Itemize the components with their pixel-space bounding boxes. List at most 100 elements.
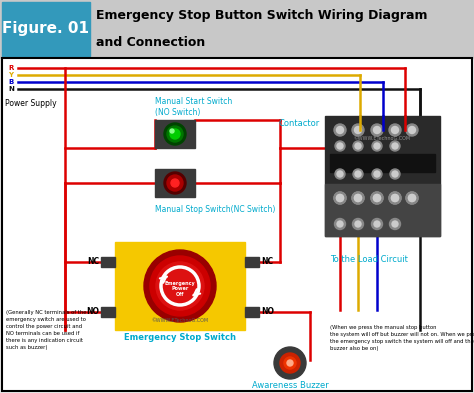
Circle shape (406, 192, 418, 204)
Circle shape (353, 141, 363, 151)
Bar (115, 242, 245, 330)
Text: ©WWW.ETechnoG.COM: ©WWW.ETechnoG.COM (354, 136, 410, 141)
Circle shape (389, 192, 401, 204)
Bar (101, 257, 115, 267)
Circle shape (374, 127, 381, 134)
Circle shape (374, 171, 380, 177)
Circle shape (374, 143, 380, 149)
Circle shape (372, 169, 382, 179)
Text: Y: Y (8, 72, 13, 78)
Circle shape (374, 221, 380, 227)
Text: Emergency
Power
Off: Emergency Power Off (164, 281, 195, 297)
Circle shape (355, 195, 362, 202)
Circle shape (337, 195, 344, 202)
Text: (Generally NC terminals of the
emergency switch are used to
control the power ci: (Generally NC terminals of the emergency… (6, 310, 86, 350)
Circle shape (337, 195, 344, 202)
Bar (2, 58, 472, 391)
Circle shape (406, 192, 418, 204)
Circle shape (280, 353, 300, 373)
Circle shape (334, 192, 346, 204)
Text: R: R (8, 65, 13, 71)
Text: Emergency Stop Switch: Emergency Stop Switch (124, 334, 236, 343)
Circle shape (167, 175, 183, 191)
Circle shape (284, 357, 296, 369)
Circle shape (156, 262, 204, 310)
Bar (2, 58, 472, 391)
Circle shape (170, 129, 180, 139)
Circle shape (335, 169, 345, 179)
Circle shape (167, 126, 183, 142)
Circle shape (392, 195, 399, 202)
Circle shape (335, 141, 345, 151)
Circle shape (144, 250, 216, 322)
Text: ©WWW.ETechnoG.COM: ©WWW.ETechnoG.COM (151, 318, 209, 323)
Bar (2, 2, 90, 56)
Bar (155, 120, 195, 148)
Circle shape (164, 123, 186, 145)
Text: NC: NC (87, 257, 99, 266)
Circle shape (392, 127, 399, 134)
Bar (155, 169, 195, 197)
Circle shape (374, 195, 381, 202)
Circle shape (406, 124, 418, 136)
Circle shape (337, 171, 343, 177)
Bar (0, 0, 474, 58)
Text: NC: NC (261, 257, 273, 266)
Circle shape (409, 195, 416, 202)
Circle shape (371, 124, 383, 136)
Circle shape (392, 221, 398, 227)
Text: Power Supply: Power Supply (5, 99, 56, 108)
Text: NO: NO (86, 307, 99, 316)
Circle shape (390, 169, 400, 179)
Text: Awareness Buzzer: Awareness Buzzer (252, 380, 328, 389)
Circle shape (171, 179, 179, 187)
Circle shape (372, 219, 383, 230)
Circle shape (392, 143, 398, 149)
Circle shape (334, 124, 346, 136)
Text: Emergency Stop Button Switch Wiring Diagram: Emergency Stop Button Switch Wiring Diag… (96, 9, 428, 22)
Text: Figure. 01: Figure. 01 (2, 22, 90, 37)
Circle shape (409, 195, 416, 202)
Bar (325, 184, 440, 236)
Circle shape (335, 219, 346, 230)
Circle shape (372, 141, 382, 151)
Bar (245, 257, 259, 267)
Circle shape (355, 127, 362, 134)
Circle shape (352, 192, 364, 204)
Circle shape (150, 256, 210, 316)
Circle shape (337, 221, 343, 227)
Circle shape (334, 192, 346, 204)
Text: To the Load Circuit: To the Load Circuit (330, 255, 408, 264)
Circle shape (409, 127, 416, 134)
Circle shape (374, 195, 381, 202)
Circle shape (353, 169, 363, 179)
Text: B: B (8, 79, 13, 85)
Bar (325, 116, 440, 236)
Circle shape (389, 192, 401, 204)
Circle shape (371, 192, 383, 204)
Text: N: N (8, 86, 14, 92)
Text: Manual Start Switch
(NO Switch): Manual Start Switch (NO Switch) (155, 97, 232, 117)
Circle shape (392, 171, 398, 177)
Circle shape (355, 143, 361, 149)
Text: and Connection: and Connection (96, 35, 205, 48)
Circle shape (352, 192, 364, 204)
Bar (101, 307, 115, 317)
Circle shape (353, 219, 364, 230)
Circle shape (337, 127, 344, 134)
Text: NO: NO (261, 307, 274, 316)
Text: Contactor: Contactor (279, 119, 320, 129)
Bar (245, 307, 259, 317)
Circle shape (390, 219, 401, 230)
Circle shape (390, 141, 400, 151)
Circle shape (170, 129, 174, 133)
Circle shape (355, 171, 361, 177)
Circle shape (164, 172, 186, 194)
Circle shape (337, 143, 343, 149)
Circle shape (371, 192, 383, 204)
Bar (330, 154, 435, 172)
Circle shape (352, 124, 364, 136)
Text: Manual Stop Switch(NC Switch): Manual Stop Switch(NC Switch) (155, 206, 275, 215)
Circle shape (389, 124, 401, 136)
Circle shape (274, 347, 306, 379)
